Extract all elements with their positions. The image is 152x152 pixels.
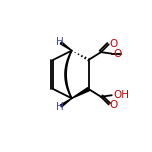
Text: O: O <box>109 39 118 49</box>
Polygon shape <box>60 98 72 107</box>
Text: O: O <box>113 49 122 59</box>
Text: OH: OH <box>113 90 129 100</box>
Text: H: H <box>55 37 63 47</box>
Polygon shape <box>60 42 72 51</box>
Polygon shape <box>72 88 90 98</box>
Text: O: O <box>109 100 118 110</box>
Text: H: H <box>55 102 63 112</box>
